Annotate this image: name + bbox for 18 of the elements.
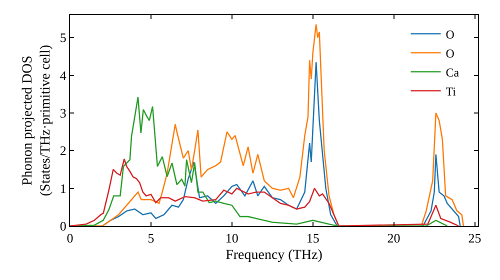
x-tick-label: 25: [468, 230, 482, 246]
y-tick-label: 0: [60, 218, 66, 234]
x-tick-label: 20: [387, 230, 400, 246]
y-tick-label: 4: [60, 68, 67, 83]
y-tick-label: 5: [60, 30, 66, 46]
y-tick-label: 2: [60, 143, 66, 158]
x-tick-label: 5: [148, 230, 154, 246]
line-series: [70, 158, 460, 226]
x-tick-label: 10: [225, 230, 238, 246]
x-tick-label: 15: [306, 230, 320, 246]
legend-label: Ti: [446, 84, 457, 98]
legend-label: O: [446, 27, 455, 42]
legend-label: O: [446, 46, 455, 60]
y-tick-label: 1: [60, 180, 66, 196]
y-axis-title: Phonon projected DOS (States/THz·primitive cell): [20, 44, 54, 196]
y-tick-label: 3: [60, 106, 66, 121]
x-axis-title: Frequency (THz): [226, 248, 323, 263]
legend-label: Ca: [446, 65, 460, 80]
